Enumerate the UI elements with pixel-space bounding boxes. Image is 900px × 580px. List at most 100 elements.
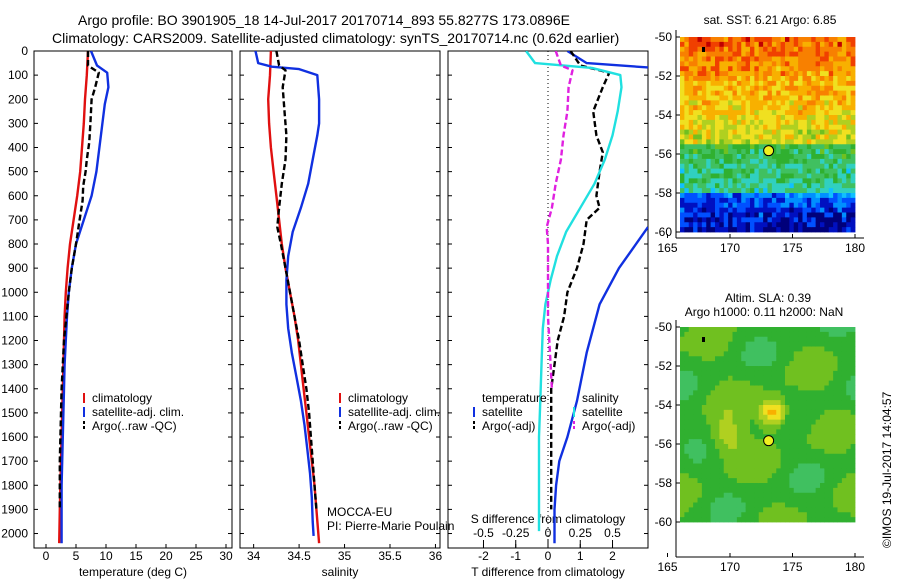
sst-map-cell [732,163,738,170]
sla-map-cell [771,473,777,479]
sla-map-cell [732,517,738,523]
sst-map-cell [723,227,729,233]
sla-map: 165 170 175 180-50-52-54-56-58-60 [655,320,865,574]
sla-map-cell [837,512,843,518]
sla-map-cell [815,336,821,343]
sla-map-cell [820,331,825,338]
sst-map-cell [850,71,856,77]
sla-map-cell [820,429,825,435]
sst-map-cell [693,119,698,126]
sla-map-cell [701,409,707,416]
sst-map-cell [806,222,812,228]
sst-map-cell [789,188,795,194]
sst-map-cell [763,207,768,213]
sst-map-cell [806,95,812,101]
sst-map-cell [771,149,777,155]
sst-map-cell [684,66,690,72]
sla-map-cell [688,327,694,333]
sla-map-cell [732,478,738,484]
sst-map-cell [701,144,707,150]
sst-map-cell [741,90,747,96]
sst-map-cell [693,139,698,145]
sla-map-cell [732,497,738,503]
sla-map-cell [837,414,843,421]
sst-map-cell [833,105,838,111]
sst-map-cell [697,183,703,189]
sla-map-ytick-label: -58 [655,476,673,490]
sla-map-cell [719,448,725,455]
sla-map-cell [798,400,803,406]
sla-map-cell [745,341,751,347]
sla-map-cell [754,468,760,474]
sst-map-cell [715,66,720,72]
sst-map-cell [758,207,764,213]
sla-map-cell [710,375,716,382]
sst-map-cell [806,37,812,43]
sla-map-cell [758,361,764,367]
sla-map-cell [736,390,742,396]
sst-map-cell [820,212,825,218]
sst-map-cell [758,188,764,194]
sst-map-cell [846,105,852,111]
sla-map-cell [802,507,808,513]
sla-map-cell [767,517,773,523]
sst-map-cell [701,207,707,213]
sla-map-cell [806,341,812,347]
sla-map-cell [741,473,747,479]
sla-map-cell [837,453,843,460]
sst-map-cell [697,193,703,199]
sst-map-cell [828,139,834,145]
sst-map-cell [833,212,838,218]
sla-map-cell [732,492,738,499]
sst-map-cell [841,158,847,165]
sla-map-cell [710,483,716,489]
sst-map-cell [776,197,782,204]
sst-map-cell [693,193,698,199]
sst-map-cell [824,110,830,116]
sla-map-cell [824,434,830,440]
sla-map-cell [771,483,777,489]
sst-map-cell [741,212,747,218]
sst-map-cell [732,217,738,223]
sst-map-cell [710,139,716,145]
sst-map-cell [723,163,729,170]
sst-map-cell [806,173,812,179]
sla-map-cell [706,444,712,450]
sla-map-cell [815,370,821,377]
sst-map-cell [745,163,751,170]
sst-map-cell [850,119,856,126]
sst-map-cell [837,46,843,53]
sla-map-cell [815,424,821,430]
sla-map-cell [846,366,852,372]
sla-map-cell [697,453,703,460]
sla-map-cell [684,429,690,435]
sla-map-cell [693,502,698,508]
sst-map-cell [754,163,760,170]
sla-map-cell [841,419,847,425]
sla-map-cell [828,507,834,513]
sla-map-cell [806,370,812,377]
sst-map-cell [767,124,773,131]
sla-map-cell [684,517,690,523]
sla-map-cell [771,361,777,367]
sst-map-cell [815,168,821,174]
sst-map-cell [767,134,773,140]
sst-map-cell [701,85,707,92]
sst-map-cell [789,80,795,87]
sla-map-cell [701,380,707,386]
sst-map-cell [785,105,790,111]
sst-map-cell [736,173,742,179]
sst-map-cell [728,149,733,155]
sla-map-cell [820,453,825,460]
sla-map-cell [706,453,712,460]
sla-map-cell [802,409,808,416]
sla-map-cell [806,502,812,508]
sst-map-cell [680,46,685,53]
sst-map-cell [806,129,812,135]
sst-map-cell [741,56,747,62]
sla-map-cell [684,512,690,518]
sst-map-cell [820,139,825,145]
sst-map-cell [806,202,812,209]
sla-map-cell [697,356,703,362]
sst-map-cell [802,197,808,204]
